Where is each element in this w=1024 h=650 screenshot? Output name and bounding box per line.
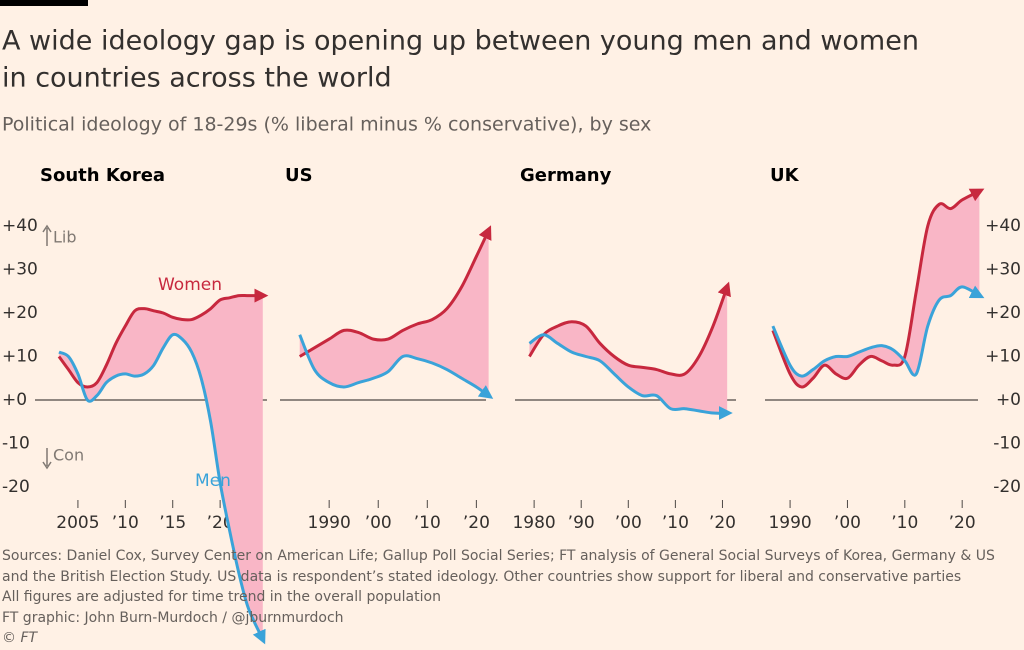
series-line	[528, 281, 731, 377]
y-tick-label: -20	[2, 477, 30, 497]
y-tick-label: +40	[2, 216, 38, 236]
x-tick-label: 1990	[308, 513, 351, 533]
x-tick-label: ’90	[568, 513, 595, 533]
annotation-arrow	[42, 224, 52, 246]
series-line	[771, 285, 985, 378]
gap-area	[772, 191, 980, 388]
y-tick-label: +0	[2, 390, 27, 410]
x-tick-label: 2005	[56, 513, 99, 533]
y-tick-label: +20	[2, 303, 38, 323]
panel-title: South Korea	[40, 165, 165, 186]
series-line	[298, 334, 494, 399]
x-tick-label: ’20	[463, 513, 490, 533]
x-tick-label: ’10	[891, 513, 918, 533]
panel-title: US	[285, 165, 313, 186]
x-tick-label: ’10	[112, 513, 139, 533]
y-tick-label: +30	[985, 260, 1021, 280]
plots: South Korea 2005 ’10 ’15 ’20 +40 +30 +20 +10 +0 -1…	[2, 165, 1021, 645]
footnote: © FT	[2, 630, 39, 646]
x-tick-label: 1990	[768, 513, 811, 533]
y-tick-label: +0	[996, 390, 1021, 410]
y-tick-label: +10	[2, 347, 38, 367]
x-tick-label: ’20	[709, 513, 736, 533]
x-tick-label: ’10	[414, 513, 441, 533]
brand-bar	[0, 0, 88, 6]
y-tick-label: +30	[2, 260, 38, 280]
x-tick-label: ’00	[615, 513, 642, 533]
x-tick-label: ’20	[949, 513, 976, 533]
annotation: Lib	[53, 228, 77, 247]
annotation-arrow	[42, 448, 52, 470]
x-tick-label: ’00	[365, 513, 392, 533]
gap-area	[529, 286, 728, 414]
footnote: FT graphic: John Burn-Murdoch / @jburnmu…	[2, 610, 344, 626]
legend-label: Men	[195, 471, 231, 491]
series-line	[58, 332, 266, 645]
y-tick-label: -10	[993, 434, 1021, 454]
series-line	[57, 288, 269, 389]
y-tick-label: -20	[993, 477, 1021, 497]
footnote: and the British Election Study. US data …	[2, 569, 961, 585]
subtitle: Political ideology of 18-29s (% liberal …	[2, 114, 651, 136]
y-tick-label: +40	[985, 216, 1021, 236]
title: A wide ideology gap is opening up betwee…	[2, 26, 919, 57]
panel-title: Germany	[520, 165, 612, 186]
series-line	[528, 333, 733, 421]
series-line	[298, 225, 492, 358]
x-tick-label: ’10	[662, 513, 689, 533]
x-tick-label: ’15	[159, 513, 186, 533]
legend-label: Women	[158, 275, 222, 295]
gap-area	[299, 230, 489, 396]
title: in countries across the world	[2, 63, 392, 94]
annotation: Con	[53, 446, 84, 465]
x-tick-label: ’00	[834, 513, 861, 533]
footnote: All figures are adjusted for time trend …	[2, 589, 441, 605]
x-tick-label: 1980	[512, 513, 555, 533]
gap-area	[58, 295, 263, 640]
footnote: Sources: Daniel Cox, Survey Center on Am…	[2, 548, 995, 564]
y-tick-label: +20	[985, 303, 1021, 323]
series-line	[771, 188, 985, 389]
y-tick-label: -10	[2, 434, 30, 454]
panel-title: UK	[770, 165, 800, 186]
y-tick-label: +10	[985, 347, 1021, 367]
